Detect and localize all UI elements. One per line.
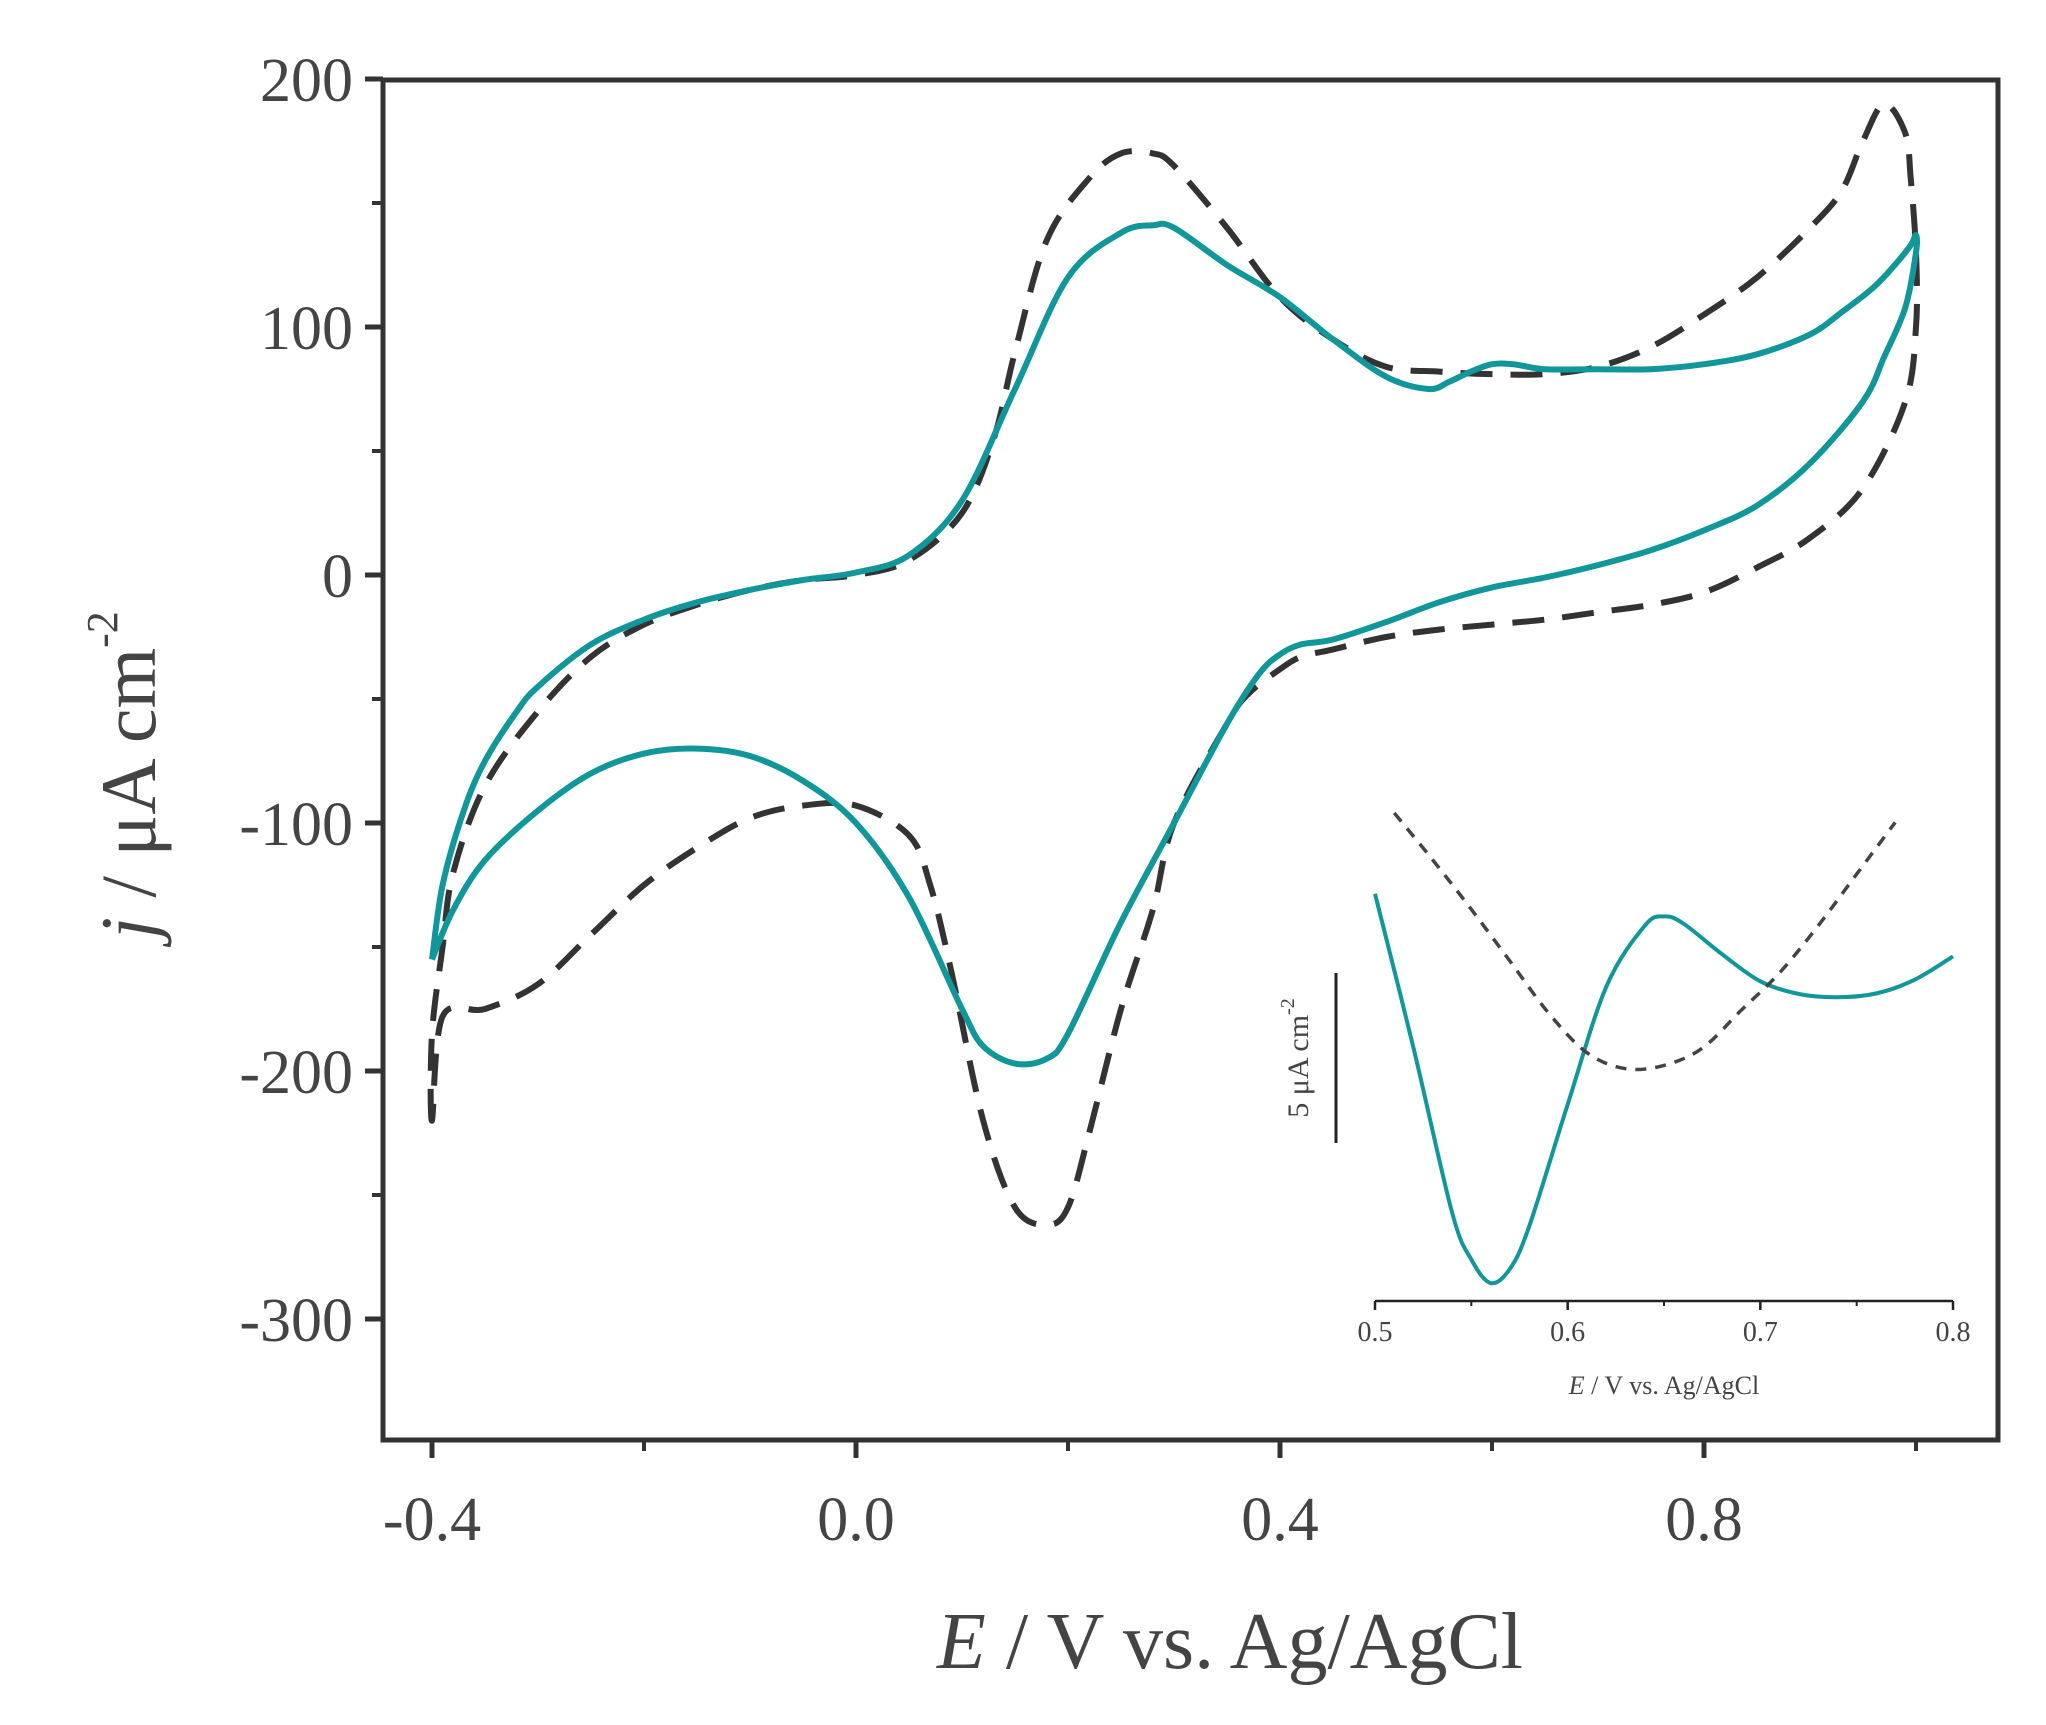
main-y-tick-label: 100: [260, 295, 353, 363]
inset-x-tick-label: 0.6: [1550, 1317, 1585, 1348]
main-x-tick-label: 0.0: [817, 1486, 895, 1554]
main-x-ticks: -0.4 0.0 0.4 0.8: [383, 1440, 1918, 1554]
inset-scale-bar-label: 5 μA cm-2: [1277, 998, 1315, 1117]
main-y-ticks: 200 100 0 -100 -200 -300: [239, 47, 383, 1355]
main-y-tick-label: -200: [239, 1039, 353, 1107]
main-x-tick-label: -0.4: [383, 1486, 481, 1554]
main-series-dashed: [427, 100, 1921, 1228]
main-y-tick-label: 0: [322, 543, 353, 611]
main-x-tick-label: 0.4: [1241, 1486, 1319, 1554]
main-x-tick-label: 0.8: [1665, 1486, 1743, 1554]
inset-x-tick-label: 0.8: [1936, 1317, 1971, 1348]
inset-curves: [1373, 811, 1955, 1286]
main-y-tick-label: -300: [239, 1287, 353, 1355]
inset-x-axis-title: E / V vs. Ag/AgCl: [1568, 1371, 1759, 1400]
inset-series-solid: [1373, 893, 1955, 1286]
main-plot-frame: [380, 77, 2001, 1443]
main-y-tick-label: 200: [260, 47, 353, 115]
y-axis-title: j / μA cm-2: [78, 611, 172, 948]
x-axis-title: E / V vs. Ag/AgCl: [936, 1598, 1523, 1686]
inset-x-axis: 0.5 0.6 0.7 0.8: [1358, 1299, 1971, 1348]
main-series-solid: [429, 220, 1921, 1068]
inset-x-tick-label: 0.7: [1743, 1317, 1778, 1348]
inset-series-dashed: [1392, 811, 1897, 1072]
inset-plot: 0.5 0.6 0.7 0.8 5 μA cm-2 E / V vs. Ag/AgCl: [1277, 811, 1971, 1400]
main-plot: -0.4 0.0 0.4 0.8 200 100 0 -100 -200 -300: [239, 47, 2001, 1554]
inset-x-tick-label: 0.5: [1358, 1317, 1393, 1348]
main-curves: [427, 100, 1921, 1228]
main-y-tick-label: -100: [239, 791, 353, 859]
